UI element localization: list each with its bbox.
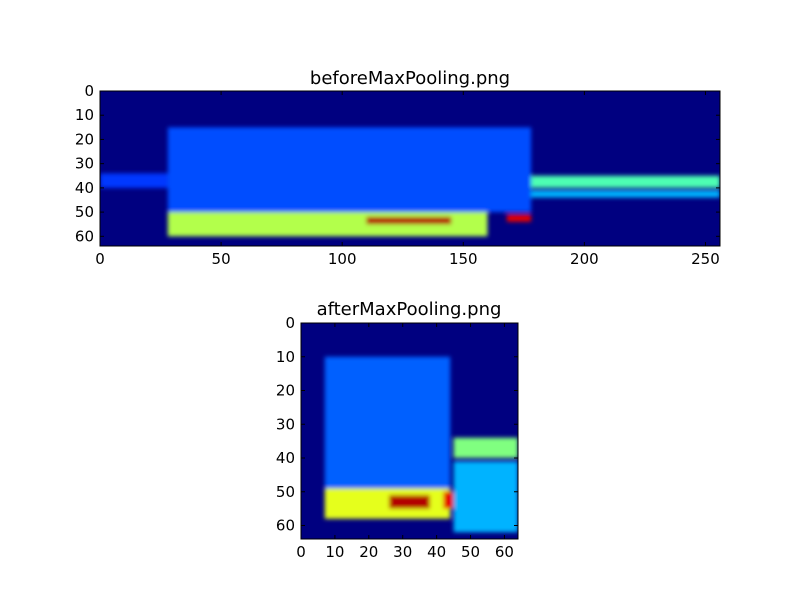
y-tick-label: 50: [276, 483, 295, 501]
heatmap-before: [100, 91, 720, 246]
y-tick-label: 10: [276, 348, 295, 366]
x-tick-label: 250: [691, 250, 720, 268]
x-tick-label: 0: [95, 250, 105, 268]
x-tick-label: 50: [212, 250, 231, 268]
heatmap-cell: [443, 491, 454, 509]
axis-ticks-before: 0 50 100 150 200 250 0 10 20 30 40 50 60: [75, 82, 720, 268]
x-tick-label: 10: [325, 543, 344, 561]
heatmap-cell: [100, 173, 168, 188]
heatmap-cell: [453, 461, 518, 533]
y-tick-label: 20: [75, 130, 94, 148]
y-tick-label: 10: [75, 106, 94, 124]
heatmap-cell: [531, 190, 720, 198]
heatmap-cell: [389, 495, 430, 509]
y-tick-label: 40: [276, 449, 295, 467]
x-tick-label: 0: [296, 543, 306, 561]
x-tick-label: 30: [393, 543, 412, 561]
heatmap-cell: [324, 356, 451, 489]
y-tick-label: 60: [276, 517, 295, 535]
y-tick-label: 50: [75, 203, 94, 221]
y-tick-label: 40: [75, 179, 94, 197]
heatmap-cells: [100, 127, 720, 237]
x-tick-label: 20: [359, 543, 378, 561]
x-tick-label: 60: [495, 543, 514, 561]
heatmap-after: [301, 323, 518, 539]
y-tick-label: 20: [276, 382, 295, 400]
y-tick-label: 0: [285, 314, 295, 332]
chart-title-before: beforeMaxPooling.png: [310, 68, 510, 89]
heatmap-cell: [506, 214, 532, 222]
heatmap-cell: [167, 127, 532, 213]
y-tick-label: 30: [276, 415, 295, 433]
x-tick-label: 200: [570, 250, 599, 268]
heatmap-cell: [453, 437, 518, 458]
subplot-after: afterMaxPooling.png 0 10 20 30 40 50 600102030…: [276, 299, 519, 561]
x-tick-label: 40: [427, 543, 446, 561]
plot-frame-before: [99, 90, 721, 247]
heatmap-cell: [366, 216, 452, 225]
y-tick-label: 60: [75, 227, 94, 245]
chart-title-after: afterMaxPooling.png: [317, 299, 502, 320]
x-tick-label: 50: [461, 543, 480, 561]
plot-frame-after: [300, 322, 519, 540]
y-tick-label: 0: [84, 82, 94, 100]
heatmap-cells: [324, 356, 518, 533]
x-tick-label: 150: [449, 250, 478, 268]
x-tick-label: 100: [328, 250, 357, 268]
heatmap-cell: [324, 488, 451, 519]
y-tick-label: 30: [75, 155, 94, 173]
subplot-before: beforeMaxPooling.png 0 50 100 150 200 250 0 10 2…: [75, 68, 721, 268]
heatmap-cell: [531, 175, 720, 188]
